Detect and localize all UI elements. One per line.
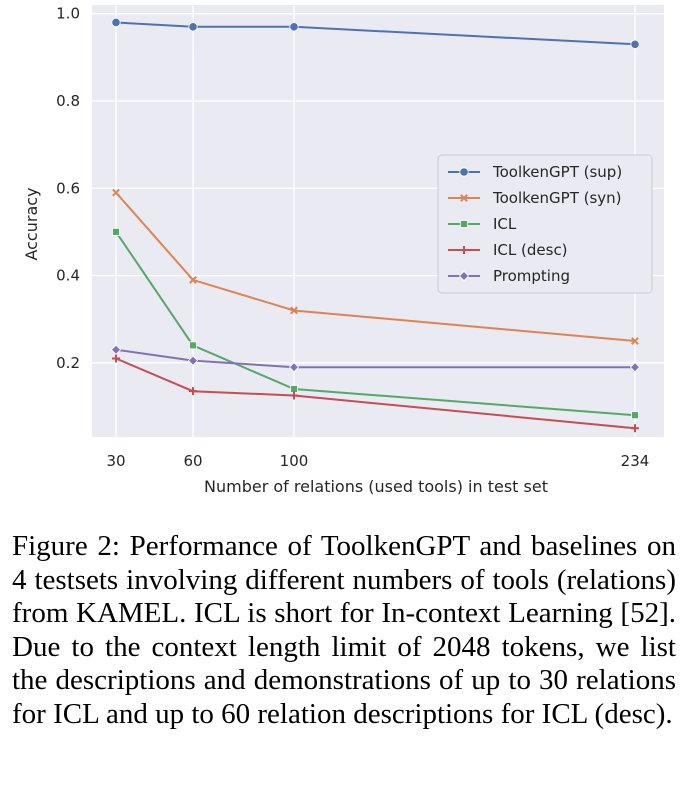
series-lines (110, 17, 641, 433)
data-point (289, 22, 299, 32)
y-tick-label: 0.8 (56, 92, 80, 110)
data-point (112, 188, 120, 197)
data-point (189, 387, 197, 396)
data-point (631, 337, 639, 345)
series-line (115, 191, 636, 342)
legend-entry: Prompting (448, 267, 570, 285)
legend-entry: ToolkenGPT (syn) (448, 189, 622, 207)
series-line (115, 348, 635, 369)
x-tick-label: 60 (183, 452, 202, 470)
y-tick-label: 1.0 (56, 5, 80, 23)
series-1 (112, 188, 639, 345)
data-point (629, 362, 641, 373)
data-point (631, 411, 639, 420)
data-point (110, 344, 122, 355)
data-point (111, 17, 121, 28)
data-point (189, 341, 197, 350)
x-tick-label: 30 (106, 452, 125, 470)
chart: 0.2 0.4 0.6 0.8 1.0 30 60 100 234 Number of rel… (22, 5, 664, 496)
data-point (288, 362, 300, 373)
legend-label: Prompting (493, 267, 570, 285)
x-tick-labels: 30 60 100 234 (106, 452, 649, 470)
data-point (630, 39, 640, 49)
y-tick-label: 0.4 (56, 267, 80, 285)
series-line (115, 231, 636, 417)
legend-box (437, 154, 653, 294)
series-4 (110, 344, 641, 373)
series-3 (112, 354, 639, 433)
data-point (290, 306, 298, 315)
data-point (188, 22, 198, 32)
x-axis-label: Number of relations (used tools) in test… (204, 477, 548, 496)
caption-text: Performance of ToolkenGPT and baselines … (12, 530, 676, 730)
legend-label: ICL (493, 215, 517, 233)
series-2 (112, 228, 639, 420)
legend: ToolkenGPT (sup) ToolkenGPT (syn) ICL ICL (… (437, 154, 653, 294)
legend-label: ToolkenGPT (sup) (492, 163, 622, 181)
data-point (112, 228, 120, 236)
legend-marker (460, 246, 468, 254)
y-tick-label: 0.6 (56, 179, 80, 197)
legend-entry: ICL (desc) (448, 241, 568, 259)
legend-marker (459, 167, 469, 177)
series-0 (111, 17, 640, 49)
legend-label: ToolkenGPT (syn) (492, 189, 622, 207)
legend-marker (458, 270, 470, 282)
figure-caption: Figure 2: Performance of ToolkenGPT and … (12, 530, 676, 731)
line-chart: 0.2 0.4 0.6 0.8 1.0 30 60 100 234 Number of rel… (22, 5, 664, 496)
data-point (631, 424, 639, 433)
legend-entry: ICL (448, 215, 517, 233)
series-line (115, 21, 636, 46)
legend-entry: ToolkenGPT (sup) (448, 163, 622, 181)
data-point (189, 276, 197, 284)
y-tick-labels: 0.2 0.4 0.6 0.8 1.0 (56, 5, 80, 372)
x-tick-label: 100 (280, 452, 309, 470)
y-tick-label: 0.2 (56, 354, 80, 372)
legend-label: ICL (desc) (493, 241, 568, 259)
legend-marker (460, 194, 468, 202)
data-point (187, 355, 199, 366)
legend-marker (460, 220, 468, 228)
series-line (115, 357, 636, 430)
caption-label: Figure 2: (12, 530, 120, 562)
x-tick-label: 234 (621, 452, 650, 470)
data-point (112, 354, 120, 363)
y-axis-label: Accuracy (22, 187, 41, 260)
data-point (290, 385, 298, 393)
data-point (290, 391, 298, 400)
